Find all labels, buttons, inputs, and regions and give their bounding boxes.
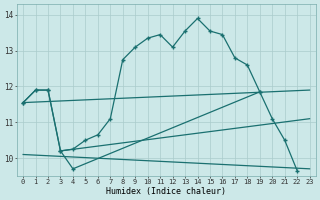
X-axis label: Humidex (Indice chaleur): Humidex (Indice chaleur) <box>106 187 226 196</box>
